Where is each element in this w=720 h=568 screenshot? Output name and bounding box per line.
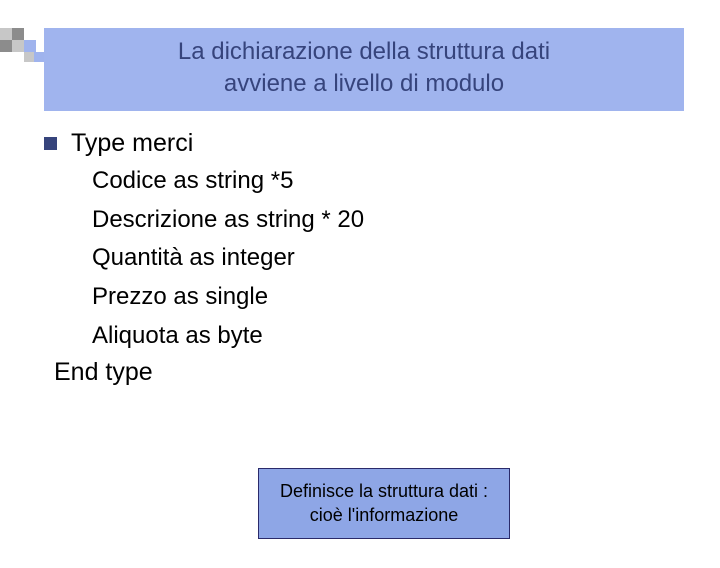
- type-declaration: Type merci: [71, 129, 193, 158]
- field-line: Descrizione as string * 20: [92, 203, 720, 238]
- field-line: Codice as string *5: [92, 164, 720, 199]
- definition-note: Definisce la struttura dati : cioè l'inf…: [258, 468, 510, 539]
- square-bullet-icon: [44, 137, 57, 150]
- corner-decoration: [0, 28, 44, 72]
- decor-square: [34, 52, 44, 62]
- note-line-2: cioè l'informazione: [310, 505, 459, 525]
- decor-square: [0, 28, 12, 40]
- decor-square: [12, 28, 24, 40]
- field-line: Prezzo as single: [92, 280, 720, 315]
- slide-body: Type merci Codice as string *5 Descrizion…: [44, 129, 720, 387]
- bullet-row: Type merci: [44, 129, 720, 158]
- decor-square: [12, 40, 24, 52]
- decor-square: [24, 40, 36, 52]
- title-line-1: La dichiarazione della struttura dati: [178, 38, 550, 65]
- note-line-1: Definisce la struttura dati :: [280, 481, 488, 501]
- decor-square: [24, 52, 34, 62]
- field-line: Quantità as integer: [92, 241, 720, 276]
- title-line-2: avviene a livello di modulo: [224, 70, 504, 97]
- end-type: End type: [54, 358, 720, 387]
- slide-title: La dichiarazione della struttura dati av…: [44, 28, 684, 111]
- field-line: Aliquota as byte: [92, 319, 720, 354]
- decor-square: [0, 40, 12, 52]
